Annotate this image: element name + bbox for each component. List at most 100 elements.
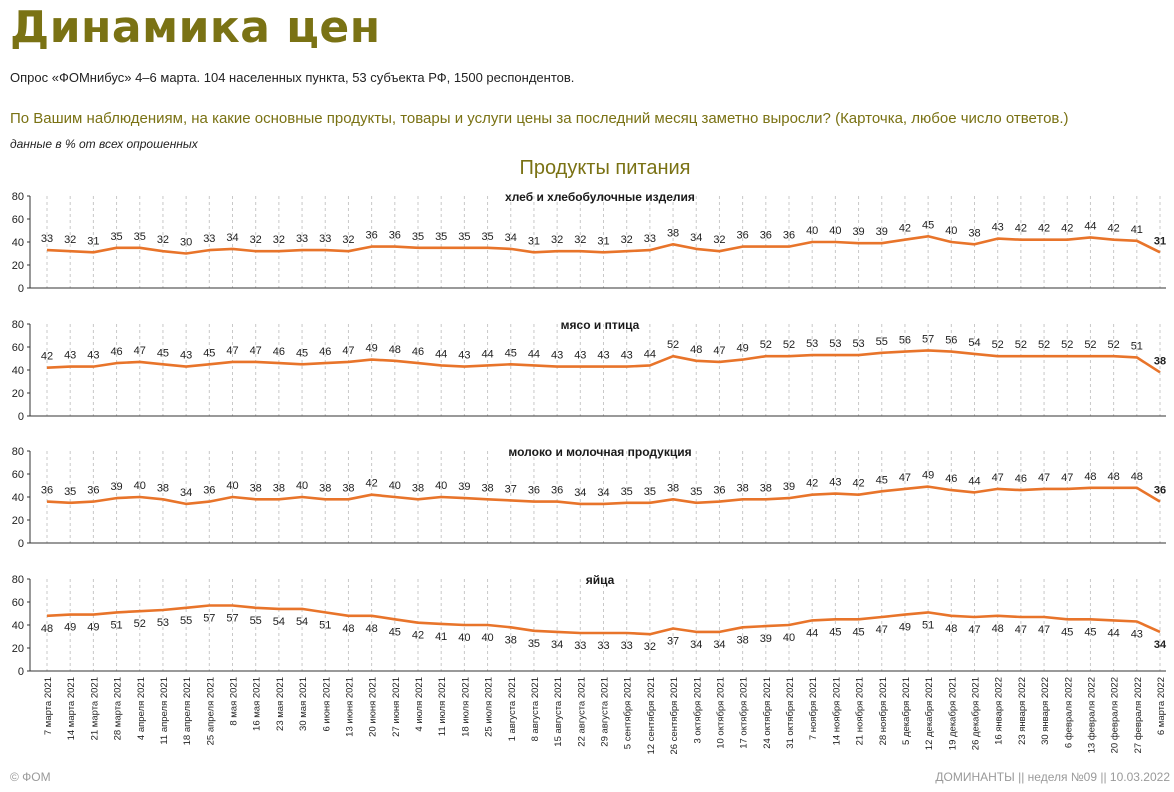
data-label: 40 — [458, 632, 470, 644]
data-label: 31 — [528, 235, 540, 247]
data-label: 34 — [597, 487, 609, 499]
data-label: 42 — [412, 630, 424, 642]
data-label: 47 — [876, 624, 888, 636]
y-tick-label: 0 — [18, 538, 24, 550]
data-label: 52 — [992, 339, 1004, 351]
data-label: 44 — [481, 348, 493, 360]
data-label: 48 — [1084, 471, 1096, 483]
x-tick-label: 1 августа 2021 — [507, 677, 518, 741]
data-label: 48 — [342, 623, 354, 635]
data-label: 48 — [992, 623, 1004, 635]
data-label: 47 — [899, 472, 911, 484]
data-label: 52 — [1084, 339, 1096, 351]
x-tick-label: 18 июля 2021 — [460, 677, 471, 737]
data-label: 42 — [366, 478, 378, 490]
x-tick-label: 26 декабря 2021 — [971, 677, 982, 750]
data-label: 32 — [64, 234, 76, 246]
x-tick-label: 26 сентября 2021 — [669, 677, 680, 755]
data-label: 38 — [667, 482, 679, 494]
data-label: 33 — [319, 233, 331, 245]
y-tick-label: 20 — [12, 388, 24, 400]
data-label: 46 — [319, 346, 331, 358]
x-tick-label: 15 августа 2021 — [553, 677, 564, 747]
footer-info: ДОМИНАНТЫ || неделя №09 || 10.03.2022 — [935, 770, 1170, 784]
x-tick-label: 19 декабря 2021 — [947, 677, 958, 750]
x-tick-label: 6 февраля 2022 — [1063, 677, 1074, 748]
x-tick-label: 27 февраля 2022 — [1133, 677, 1144, 753]
series-title: молоко и молочная продукция — [508, 445, 691, 459]
data-label: 47 — [1038, 472, 1050, 484]
data-label: 45 — [203, 347, 215, 359]
data-label: 37 — [505, 483, 517, 495]
data-label: 53 — [852, 338, 864, 350]
data-label: 51 — [319, 619, 331, 631]
data-label: 53 — [157, 617, 169, 629]
y-tick-label: 40 — [12, 365, 24, 377]
data-label: 36 — [551, 485, 563, 497]
data-label: 35 — [621, 486, 633, 498]
x-tick-label: 7 ноября 2021 — [808, 677, 819, 740]
data-label: 52 — [760, 339, 772, 351]
data-label: 35 — [110, 231, 122, 243]
data-label: 34 — [551, 639, 563, 651]
data-label: 43 — [992, 222, 1004, 234]
data-label: 38 — [505, 634, 517, 646]
data-label: 56 — [899, 335, 911, 347]
data-label: 49 — [64, 622, 76, 634]
y-tick-label: 20 — [12, 643, 24, 655]
x-tick-label: 29 августа 2021 — [600, 677, 611, 747]
data-label: 31 — [87, 235, 99, 247]
data-label: 32 — [621, 234, 633, 246]
data-label: 32 — [644, 641, 656, 653]
data-label: 43 — [1131, 629, 1143, 641]
x-tick-label: 30 мая 2021 — [298, 677, 309, 731]
data-label: 42 — [1108, 223, 1120, 235]
data-label: 35 — [412, 231, 424, 243]
data-label: 36 — [41, 485, 53, 497]
x-tick-label: 20 февраля 2022 — [1110, 677, 1121, 753]
x-tick-label: 8 августа 2021 — [530, 677, 541, 741]
data-label: 52 — [1108, 339, 1120, 351]
data-label: 38 — [481, 482, 493, 494]
x-tick-label: 14 марта 2021 — [66, 677, 77, 740]
data-label: 47 — [992, 472, 1004, 484]
data-label: 34 — [690, 232, 702, 244]
data-label: 46 — [110, 346, 122, 358]
data-label: 38 — [737, 634, 749, 646]
data-label: 44 — [1108, 627, 1120, 639]
data-label: 34 — [226, 232, 238, 244]
data-label: 57 — [922, 333, 934, 345]
y-tick-label: 60 — [12, 469, 24, 481]
x-tick-label: 16 января 2022 — [994, 677, 1005, 745]
data-label: 48 — [945, 623, 957, 635]
series-title: яйца — [586, 573, 615, 587]
data-label: 48 — [1108, 471, 1120, 483]
data-label: 34 — [690, 639, 702, 651]
data-label: 39 — [783, 481, 795, 493]
data-label: 38 — [667, 227, 679, 239]
data-label: 57 — [203, 612, 215, 624]
question-text: По Вашим наблюдениям, на какие основные … — [10, 110, 831, 127]
data-label: 40 — [296, 480, 308, 492]
data-label: 45 — [505, 347, 517, 359]
series-line — [46, 485, 1161, 506]
data-label: 40 — [134, 480, 146, 492]
data-label: 36 — [737, 230, 749, 242]
data-label: 55 — [250, 615, 262, 627]
x-tick-label: 25 июля 2021 — [484, 677, 495, 737]
data-label: 32 — [342, 234, 354, 246]
data-label: 47 — [250, 345, 262, 357]
data-label: 47 — [226, 345, 238, 357]
data-label: 32 — [157, 234, 169, 246]
x-tick-label: 7 марта 2021 — [43, 677, 54, 735]
page-title: Динамика цен — [10, 2, 381, 53]
data-label: 35 — [481, 231, 493, 243]
question-note: (Карточка, любое число ответов.) — [835, 110, 1069, 127]
y-tick-label: 80 — [12, 574, 24, 586]
x-tick-label: 4 апреля 2021 — [136, 677, 147, 740]
y-tick-label: 0 — [18, 283, 24, 295]
data-label: 55 — [876, 336, 888, 348]
data-label: 35 — [435, 231, 447, 243]
data-label: 34 — [180, 487, 192, 499]
x-tick-label: 13 июня 2021 — [344, 677, 355, 737]
